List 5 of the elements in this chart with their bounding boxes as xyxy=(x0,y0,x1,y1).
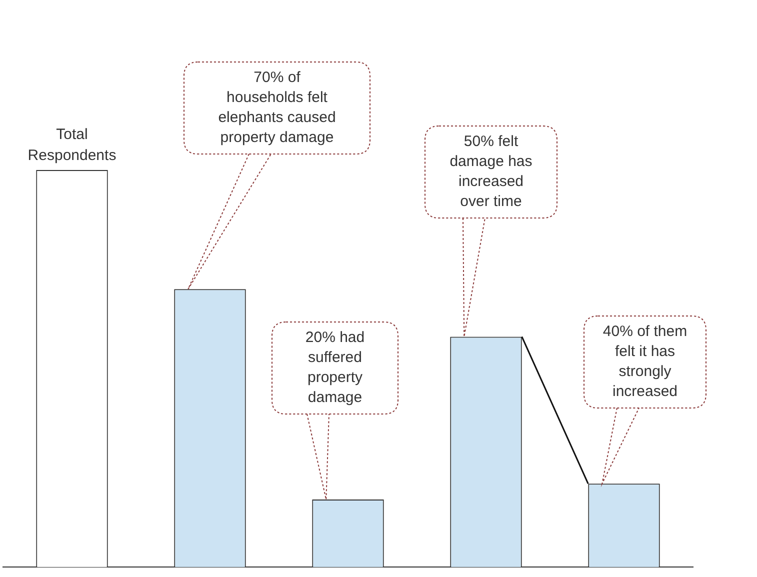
text: 70% of households felt elephants caused property damage xyxy=(218,69,336,146)
annotation: 20% had suffered property damage xyxy=(305,329,365,406)
text: Total Respondents xyxy=(28,126,116,164)
annotation: 50% felt damage has increased over time xyxy=(450,133,532,210)
annotation: 40% of them felt it has strongly increased xyxy=(602,323,688,400)
